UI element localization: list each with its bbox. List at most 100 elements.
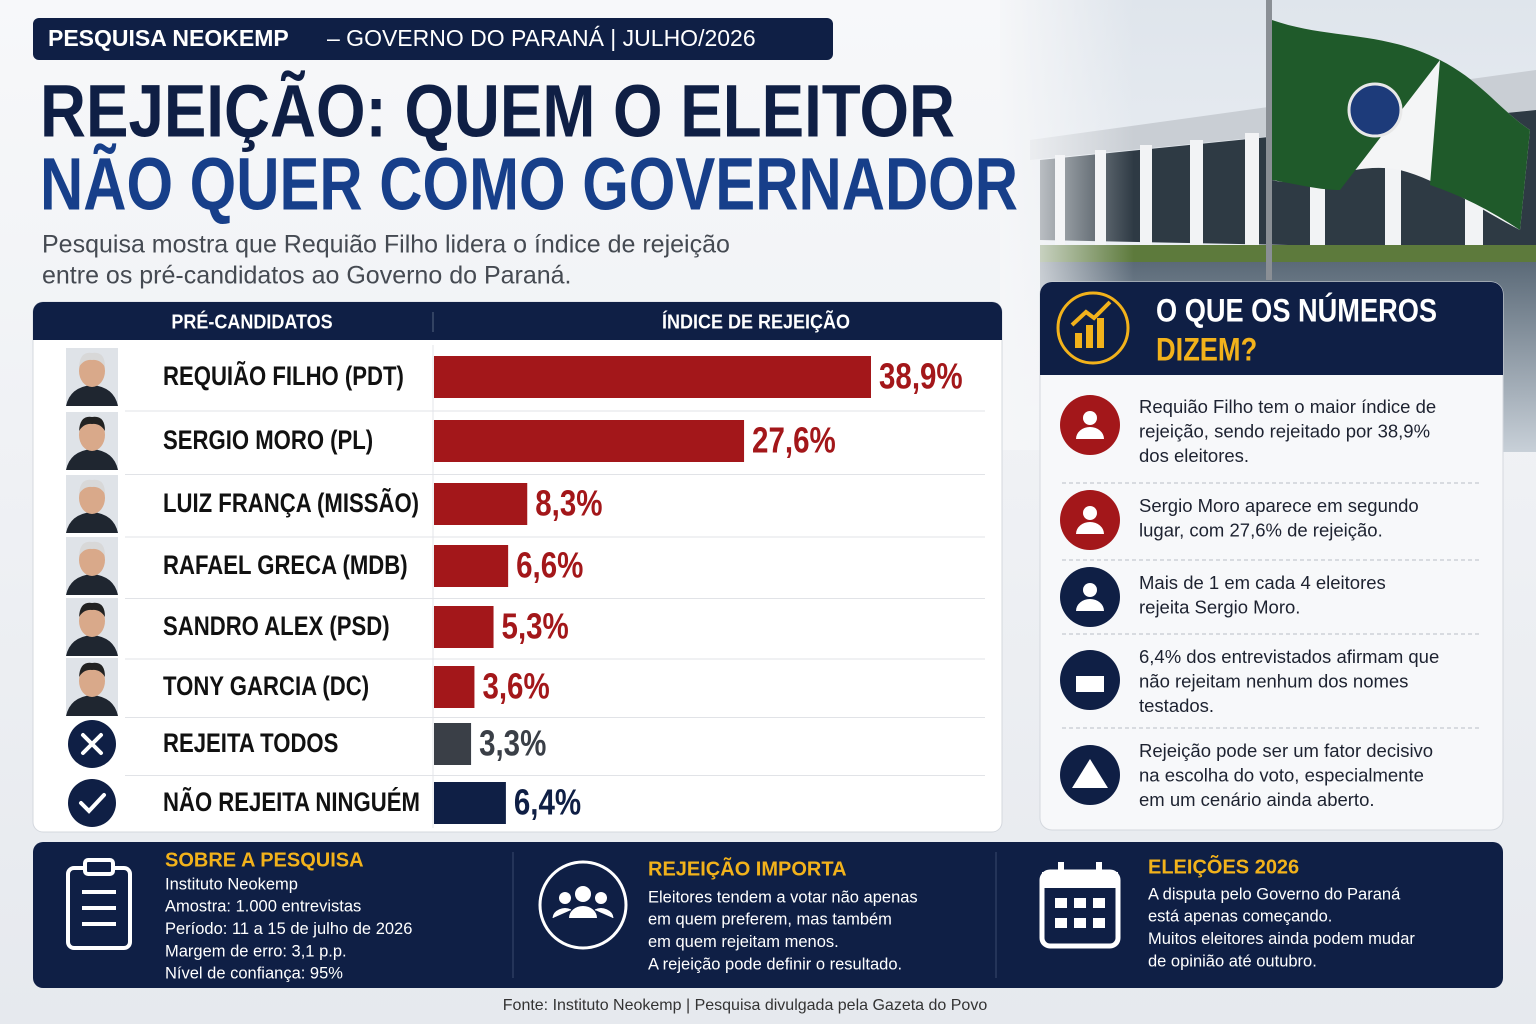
footer-text: Instituto Neokemp [165, 875, 298, 893]
category-label: SERGIO MORO (PL) [163, 426, 373, 456]
insight-text: Rejeição pode ser um fator decisivo [1139, 740, 1433, 761]
category-label: TONY GARCIA (DC) [163, 672, 369, 702]
category-label: REQUIÃO FILHO (PDT) [163, 361, 404, 392]
candidate-photo [79, 416, 105, 431]
category-label: NÃO REJEITA NINGUÉM [163, 787, 420, 818]
candidate-photo [79, 662, 105, 677]
footer-text: Muitos eleitores ainda podem mudar [1148, 930, 1415, 948]
bar [434, 356, 871, 398]
insights-title: DIZEM? [1156, 332, 1257, 368]
candidate-photo [79, 355, 105, 387]
value-label: 8,3% [535, 483, 602, 523]
footer-band [33, 842, 1503, 988]
insight-text: na escolha do voto, especialmente [1139, 764, 1424, 785]
clipboard-icon [66, 858, 132, 950]
insight-text: não rejeitam nenhum dos nomes [1139, 670, 1408, 691]
candidate-photo [79, 352, 105, 367]
footer-text: Amostra: 1.000 entrevistas [165, 898, 361, 916]
footer-text: A rejeição pode definir o resultado. [648, 955, 902, 973]
bar [434, 483, 528, 525]
candidate-photo [66, 449, 118, 470]
insight-text: Requião Filho tem o maior índice de [1139, 396, 1436, 417]
status-icon [79, 793, 106, 814]
insights-icon [1056, 291, 1130, 365]
value-label: 3,6% [482, 666, 549, 706]
insight-text: Mais de 1 em cada 4 eleitores [1139, 572, 1386, 593]
insights-title: O QUE OS NÚMEROS [1156, 292, 1437, 329]
insights-header [1040, 282, 1503, 375]
chart-header [33, 302, 1002, 340]
insight-icon [1076, 427, 1104, 439]
candidate-photo [79, 419, 105, 451]
insight-text: rejeição, sendo rejeitado por 38,9% [1139, 420, 1430, 441]
value-label: 5,3% [502, 606, 569, 646]
candidate-photo [79, 482, 105, 514]
category-label: REJEITA TODOS [163, 729, 338, 759]
people-icon [538, 860, 628, 950]
insight-text: em um cenário ainda aberto. [1139, 789, 1375, 810]
footer-title: REJEIÇÃO IMPORTA [648, 857, 847, 880]
value-label: 38,9% [879, 356, 963, 396]
candidate-photo [79, 665, 105, 697]
status-icon [81, 733, 103, 755]
footer-text: em quem preferem, mas também [648, 911, 892, 929]
value-label: 27,6% [752, 420, 836, 460]
column-header: ÍNDICE DE REJEIÇÃO [662, 310, 850, 333]
subtitle-line: Pesquisa mostra que Requião Filho lidera… [42, 231, 730, 259]
candidate-photo [66, 512, 118, 533]
footer-text: A disputa pelo Governo do Paraná [1148, 885, 1401, 903]
category-label: RAFAEL GRECA (MDB) [163, 551, 408, 581]
candidate-photo [66, 695, 118, 716]
calendar-icon [1039, 862, 1121, 949]
footer-text: de opinião até outubro. [1148, 952, 1317, 970]
candidate-photo [66, 635, 118, 656]
bar [434, 420, 745, 462]
insight-icon [1076, 599, 1104, 611]
candidate-photo [79, 479, 105, 494]
source: Fonte: Instituto Neokemp | Pesquisa divu… [503, 997, 988, 1014]
bar [434, 606, 494, 648]
value-label: 3,3% [479, 723, 546, 763]
candidate-photo [79, 544, 105, 576]
insight-text: testados. [1139, 695, 1214, 716]
title-line: REJEIÇÃO: QUEM O ELEITOR [40, 70, 955, 153]
footer-text: Margem de erro: 3,1 p.p. [165, 942, 347, 960]
footer-text: em quem rejeitam menos. [648, 933, 839, 951]
column-header: PRÉ-CANDIDATOS [171, 310, 332, 333]
insight-text: 6,4% dos entrevistados afirmam que [1139, 646, 1439, 667]
bar [434, 723, 472, 765]
insight-text: rejeita Sergio Moro. [1139, 596, 1300, 617]
insight-text: Sergio Moro aparece em segundo [1139, 495, 1419, 516]
candidate-photo [79, 602, 105, 617]
bar [434, 545, 509, 587]
status-icon [68, 779, 116, 827]
footer-title: SOBRE A PESQUISA [165, 849, 364, 871]
footer-text: está apenas começando. [1148, 908, 1332, 926]
footer-title: ELEIÇÕES 2026 [1148, 854, 1299, 878]
insight-icon [1072, 759, 1108, 788]
candidate-photo [79, 605, 105, 637]
footer-text: Eleitores tendem a votar não apenas [648, 888, 918, 906]
subtitle-line: entre os pré-candidatos ao Governo do Pa… [42, 262, 572, 290]
category-label: LUIZ FRANÇA (MISSÃO) [163, 488, 419, 519]
value-label: 6,4% [514, 782, 581, 822]
footer-text: Nível de confiança: 95% [165, 965, 343, 983]
candidate-photo [66, 574, 118, 595]
bar [434, 666, 475, 708]
insight-icon [1083, 411, 1097, 425]
candidate-photo [66, 385, 118, 406]
candidate-photo [79, 541, 105, 556]
badge-rest: – GOVERNO DO PARANÁ | JULHO/2026 [327, 25, 756, 51]
footer-text: Período: 11 a 15 de julho de 2026 [165, 920, 412, 938]
title-line: NÃO QUER COMO GOVERNADOR [40, 143, 1018, 226]
insight-text: dos eleitores. [1139, 445, 1249, 466]
insight-icon [1076, 522, 1104, 534]
insight-text: lugar, com 27,6% de rejeição. [1139, 519, 1383, 540]
insight-icon [1083, 506, 1097, 520]
category-label: SANDRO ALEX (PSD) [163, 612, 390, 642]
bar [434, 782, 506, 824]
insight-icon [1076, 676, 1104, 692]
insight-icon [1083, 583, 1097, 597]
